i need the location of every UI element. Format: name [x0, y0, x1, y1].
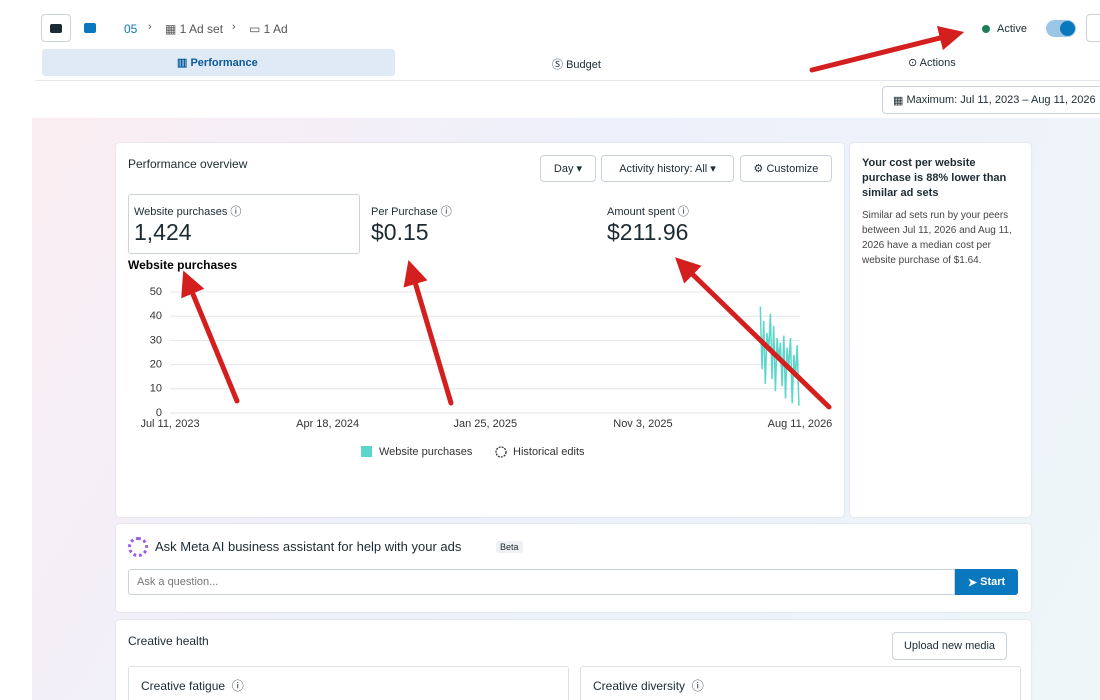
- y-tick-label: 0: [156, 407, 162, 419]
- subpanel-title: Creative diversity ⓘ: [593, 679, 704, 693]
- y-tick-label: 50: [150, 286, 162, 298]
- y-tick-label: 20: [150, 359, 162, 371]
- panel-toggle[interactable]: [41, 14, 71, 42]
- folder-icon: [84, 23, 96, 33]
- red-arrow: [675, 257, 832, 410]
- ai-icon: [128, 537, 148, 557]
- ad-crumb[interactable]: ▭ 1 Ad: [249, 22, 288, 36]
- date-range-button[interactable]: ▦ Maximum: Jul 11, 2023 – Aug 11, 2026: [882, 86, 1100, 114]
- y-tick-label: 30: [150, 334, 162, 346]
- x-tick-label: Jul 11, 2023: [140, 418, 199, 430]
- tab-label: Actions: [919, 57, 956, 69]
- toggle-knob: [1060, 21, 1075, 36]
- tab[interactable]: Ⓢ Budget: [552, 59, 601, 71]
- status-text: Active: [997, 23, 1027, 35]
- icon: [50, 23, 62, 33]
- status-dot: [982, 25, 990, 33]
- upload-button[interactable]: Upload new media: [892, 632, 1007, 660]
- chart: Website purchases 0 10 20 30 40 50 Jul 11, 202…: [128, 258, 833, 458]
- adset-label: 1 Ad set: [179, 22, 224, 36]
- y-tick-label: 40: [150, 310, 162, 322]
- legend-icon: [495, 446, 507, 458]
- subpanel-label: Creative diversity: [593, 679, 686, 693]
- tab-label: Budget: [566, 59, 601, 71]
- x-tick-label: Aug 11, 2026: [768, 418, 833, 430]
- red-arrow: [809, 25, 965, 73]
- creative-health-card: Creative health Upload new media Creativ…: [116, 620, 1031, 700]
- insight-heading: Your cost per website purchase is 88% lo…: [862, 157, 1007, 199]
- separator: ›: [232, 21, 236, 33]
- metric-name: Amount spent: [607, 206, 675, 218]
- customize-button[interactable]: ⚙ Customize: [740, 155, 832, 182]
- metric-name: Website purchases: [134, 206, 228, 218]
- x-tick-label: Nov 3, 2025: [613, 418, 672, 430]
- metric-label[interactable]: Amount spent ⓘ: [607, 206, 689, 218]
- tab-label: Performance: [190, 57, 258, 69]
- red-arrow: [181, 270, 240, 404]
- tab[interactable]: ▥ Performance: [177, 57, 258, 69]
- separator: ›: [148, 21, 152, 33]
- assistant-title: Ask Meta AI business assistant for help …: [155, 539, 462, 554]
- metric-value: $0.15: [371, 219, 429, 245]
- insight-card: Your cost per website purchase is 88% lo…: [850, 143, 1031, 517]
- insight-body: Similar ad sets run by your peers betwee…: [862, 210, 1012, 266]
- x-tick-label: Jan 25, 2025: [453, 418, 517, 430]
- button-label: Customize: [766, 162, 819, 175]
- metric-name: Per Purchase: [371, 206, 438, 218]
- status-toggle[interactable]: [1046, 20, 1076, 37]
- question-input[interactable]: Ask a question...: [128, 569, 955, 595]
- tab[interactable]: ⊙ Actions: [908, 57, 956, 69]
- tab-active-bg: [42, 49, 395, 76]
- subpanel: Creative diversity ⓘ: [580, 666, 1021, 700]
- overview-card: Performance overview Day ▾ Activity hist…: [116, 143, 844, 517]
- more-button[interactable]: [1086, 14, 1100, 42]
- start-button[interactable]: ➤ Start: [955, 569, 1018, 595]
- metric-label: Website purchases ⓘ: [134, 206, 242, 218]
- x-tick-label: Apr 18, 2024: [296, 418, 359, 430]
- activity-dropdown[interactable]: Activity history: All ▾: [601, 155, 734, 182]
- divider: [35, 80, 1100, 81]
- button-label: Start: [980, 576, 1006, 588]
- legend-swatch: [361, 446, 372, 457]
- adset-crumb[interactable]: ▦ 1 Ad set: [165, 22, 224, 36]
- legend-label: Website purchases: [379, 446, 473, 458]
- dropdown-label: Activity history: All: [619, 162, 708, 175]
- metric-selected-box[interactable]: [128, 194, 360, 254]
- legend-label: Historical edits: [513, 446, 585, 458]
- series-line: [759, 306, 800, 406]
- metric-label[interactable]: Per Purchase ⓘ: [371, 206, 452, 218]
- card-title: Performance overview: [128, 157, 248, 171]
- campaign-crumb[interactable]: 05: [124, 22, 138, 36]
- ad-label: 1 Ad: [263, 22, 288, 36]
- date-range: Maximum: Jul 11, 2023 – Aug 11, 2026: [906, 94, 1096, 106]
- dropdown-label: Day: [553, 162, 574, 175]
- beta-badge: Beta: [496, 541, 523, 553]
- section-title: Creative health: [128, 634, 209, 648]
- chart-title: Website purchases: [128, 258, 237, 272]
- subpanel: Creative fatigue ⓘ: [128, 666, 569, 700]
- metric-value: 1,424: [134, 219, 192, 245]
- subpanel-title: Creative fatigue ⓘ: [141, 679, 244, 693]
- granularity-dropdown[interactable]: Day ▾: [540, 155, 596, 182]
- red-arrow: [403, 260, 454, 406]
- subpanel-label: Creative fatigue: [141, 679, 226, 693]
- metric-value: $211.96: [607, 219, 689, 245]
- y-tick-label: 10: [150, 383, 162, 395]
- assistant-card: Ask Meta AI business assistant for help …: [116, 524, 1031, 612]
